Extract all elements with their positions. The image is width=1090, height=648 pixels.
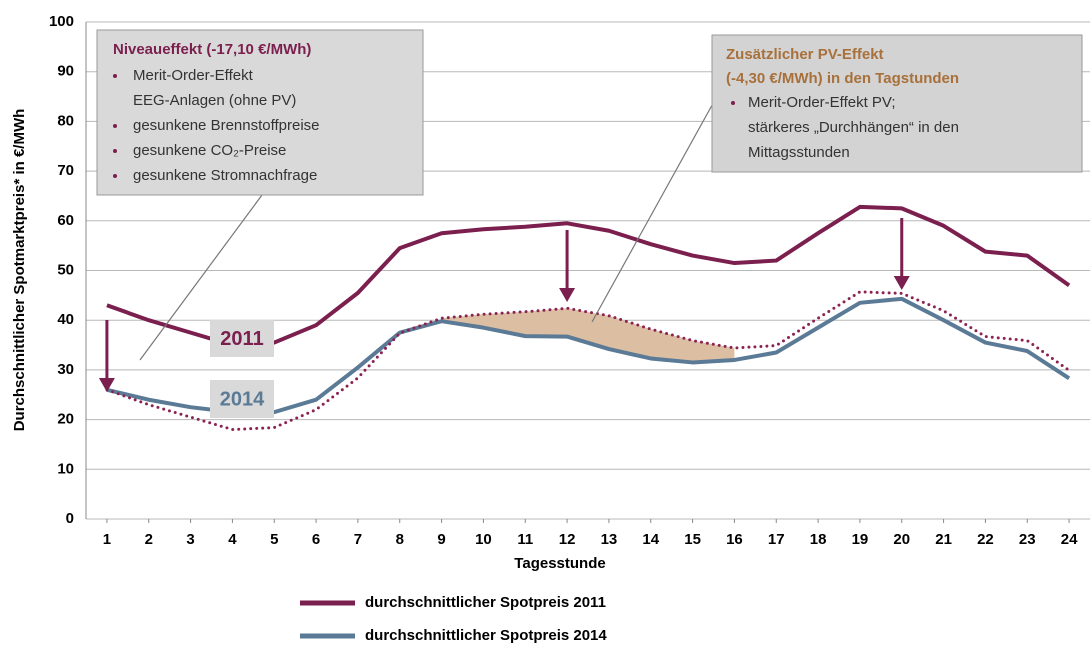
x-tick-label: 12 [559, 531, 576, 548]
x-tick-label: 5 [270, 531, 278, 548]
x-tick-label: 22 [977, 531, 994, 548]
annotation-text: gesunkene CO₂-Preise [133, 142, 286, 159]
x-axis-label: Tagesstunde [514, 555, 605, 572]
bullet [113, 74, 117, 78]
y-tick-label: 40 [57, 311, 74, 328]
legend-label: durchschnittlicher Spotpreis 2011 [365, 594, 606, 611]
x-tick-label: 4 [228, 531, 237, 548]
x-tick-label: 21 [935, 531, 952, 548]
x-tick-label: 3 [186, 531, 194, 548]
y-tick-label: 60 [57, 212, 74, 229]
x-tick-label: 6 [312, 531, 320, 548]
x-tick-label: 11 [517, 531, 533, 548]
x-tick-label: 14 [642, 531, 659, 548]
arrow-head [98, 378, 115, 392]
y-tick-label: 70 [57, 162, 74, 179]
x-tick-label: 15 [684, 531, 701, 548]
x-tick-label: 20 [893, 531, 910, 548]
x-tick-label: 1 [103, 531, 111, 548]
line-label-box [210, 380, 274, 418]
annotation-text: Merit-Order-Effekt PV; [748, 94, 896, 111]
x-tick-label: 23 [1019, 531, 1036, 548]
x-tick-label: 9 [437, 531, 445, 548]
line-label: 2014 [220, 388, 265, 410]
line-label: 2011 [220, 328, 263, 350]
annotation-text: Mittagsstunden [748, 144, 850, 161]
annotation-text: EEG-Anlagen (ohne PV) [133, 92, 296, 109]
legend-label: durchschnittlicher Spotpreis 2014 [365, 627, 607, 644]
x-tick-label: 19 [852, 531, 869, 548]
annotation-box [711, 34, 1083, 173]
dotted-line [105, 290, 1071, 432]
x-tick-label: 16 [726, 531, 743, 548]
y-tick-label: 100 [49, 13, 74, 30]
annotation-box [96, 29, 424, 196]
y-tick-label: 30 [57, 361, 74, 378]
y-axis-label: Durchschnittlicher Spotmarktpreis* in €/… [11, 109, 28, 432]
y-tick-label: 0 [66, 510, 74, 527]
y-tick-label: 90 [57, 63, 74, 80]
x-tick-label: 10 [475, 531, 492, 548]
connector [139, 194, 263, 361]
line-label-box [210, 320, 274, 357]
y-tick-label: 50 [57, 261, 74, 278]
y-tick-label: 80 [57, 112, 74, 129]
x-tick-label: 24 [1061, 531, 1078, 548]
y-tick-label: 10 [57, 460, 74, 477]
x-tick-label: 2 [145, 531, 153, 548]
annotation-title: (-4,30 €/MWh) in den Tagstunden [726, 70, 959, 87]
arrow-head [893, 276, 910, 290]
x-tick-label: 8 [396, 531, 404, 548]
annotation-text: stärkeres „Durchhängen“ in den [748, 119, 959, 136]
y-tick-label: 20 [57, 411, 74, 428]
x-tick-label: 17 [768, 531, 785, 548]
x-tick-label: 13 [601, 531, 618, 548]
pv-effect-area [441, 308, 735, 363]
bullet [113, 124, 117, 128]
annotation-text: gesunkene Stromnachfrage [133, 167, 317, 184]
annotation-text: gesunkene Brennstoffpreise [133, 117, 320, 134]
annotation-title: Niveaueffekt (-17,10 €/MWh) [113, 41, 311, 58]
annotation-title: Zusätzlicher PV-Effekt [726, 46, 884, 63]
bullet [731, 101, 735, 105]
bullet [113, 149, 117, 153]
x-tick-label: 18 [810, 531, 827, 548]
annotation-text: Merit-Order-Effekt [133, 67, 254, 84]
bullet [113, 174, 117, 178]
connector [591, 97, 717, 323]
x-tick-label: 7 [354, 531, 362, 548]
arrow-head [559, 288, 576, 302]
